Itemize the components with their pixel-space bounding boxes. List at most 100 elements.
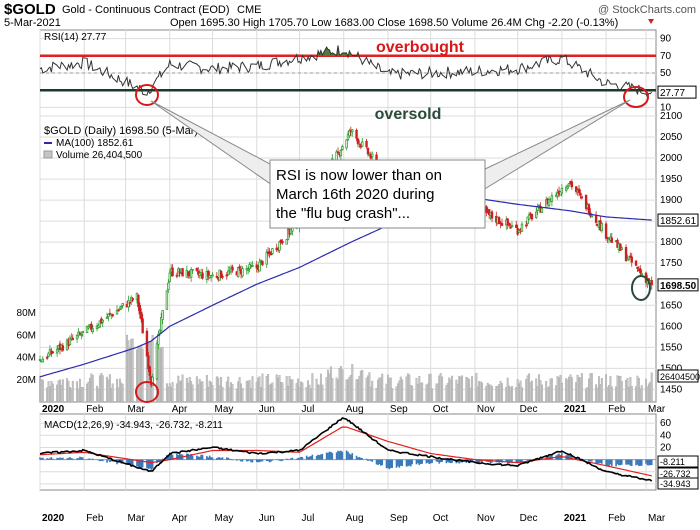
macd-hist-bar bbox=[619, 459, 622, 466]
candle-body bbox=[71, 338, 74, 340]
macd-hist-bar bbox=[300, 456, 302, 460]
candle-body bbox=[55, 348, 59, 354]
macd-hist-bar bbox=[468, 459, 471, 463]
macd-hist-bar bbox=[139, 459, 141, 468]
candle-body bbox=[639, 268, 642, 274]
macd-hist-bar bbox=[178, 453, 181, 460]
macd-hist-bar bbox=[648, 459, 650, 466]
macd-hist-bar bbox=[331, 453, 334, 460]
macd-hist-bar bbox=[140, 459, 143, 468]
candle-body bbox=[211, 274, 214, 277]
candle-body bbox=[361, 141, 364, 147]
macd-hist-bar bbox=[187, 453, 190, 460]
x-tick-label: Jun bbox=[259, 513, 275, 524]
candle-body bbox=[525, 224, 528, 227]
x-tick-label: Mar bbox=[128, 513, 146, 524]
price-tick-label: 1550 bbox=[660, 342, 683, 353]
candle-body bbox=[80, 334, 83, 336]
callout-line-3: the "flu bug crash"... bbox=[276, 205, 410, 222]
x-tick-label: Mar bbox=[128, 404, 146, 415]
x-tick-label: Aug bbox=[346, 513, 364, 524]
macd-hist-bar bbox=[216, 458, 218, 460]
price-tick-label: 1500 bbox=[660, 363, 683, 374]
volume-bar bbox=[111, 383, 114, 403]
callout-box bbox=[269, 159, 486, 229]
macd-hist-bar bbox=[437, 459, 439, 462]
candle-body bbox=[259, 259, 263, 262]
candle-body bbox=[201, 272, 204, 279]
candle-body bbox=[530, 214, 534, 220]
volume-bar bbox=[191, 384, 194, 403]
candle-body bbox=[265, 251, 268, 265]
volume-march-circle bbox=[135, 381, 159, 403]
macd-hist-bar bbox=[298, 457, 301, 460]
rsi-march-circle bbox=[135, 84, 159, 106]
candle-body bbox=[128, 301, 132, 304]
macd-hist-bar bbox=[211, 457, 214, 460]
macd-hist-bar bbox=[320, 454, 322, 460]
candle-body bbox=[225, 274, 228, 277]
rsi-tick-label: 50 bbox=[660, 68, 672, 79]
macd-hist-bar bbox=[646, 459, 649, 466]
macd-hist-bar bbox=[308, 456, 311, 460]
candle-body bbox=[148, 366, 151, 376]
candle-body bbox=[584, 194, 588, 210]
candle-body bbox=[507, 223, 511, 226]
volume-tick-label: 80M bbox=[17, 308, 36, 319]
volume-bar bbox=[391, 388, 394, 403]
volume-bar bbox=[71, 380, 74, 403]
rsi-tick-label: 90 bbox=[660, 34, 672, 45]
macd-hist-bar bbox=[610, 459, 613, 467]
x-tick-label: Apr bbox=[172, 513, 188, 524]
macd-hist-bar bbox=[449, 459, 452, 464]
candle-body bbox=[78, 332, 82, 335]
macd-hist-bar bbox=[126, 459, 128, 464]
volume-bar bbox=[511, 386, 513, 403]
macd-hist-bar bbox=[649, 459, 652, 466]
macd-hist-bar bbox=[200, 454, 202, 460]
macd-legend: MACD(12,26,9) -34.943, -26.732, -8.211 bbox=[44, 420, 223, 431]
macd-hist-bar bbox=[317, 454, 319, 460]
candle-body bbox=[351, 129, 354, 133]
macd-hist-bar bbox=[365, 458, 368, 460]
x-tick-label: Mar bbox=[648, 513, 666, 524]
volume-bar bbox=[341, 369, 344, 403]
macd-hist-bar bbox=[338, 451, 341, 460]
macd-hist-bar bbox=[121, 459, 124, 464]
candle-body bbox=[610, 237, 613, 243]
volume-bar bbox=[281, 382, 284, 403]
candle-body bbox=[550, 195, 554, 202]
x-tick-label: 2021 bbox=[564, 513, 587, 524]
macd-hist-bar bbox=[39, 457, 41, 460]
macd-hist-bar bbox=[638, 459, 640, 467]
volume-bar bbox=[481, 382, 483, 403]
macd-hist-bar bbox=[479, 459, 482, 462]
candle-body bbox=[366, 147, 370, 155]
macd-hist-bar bbox=[361, 458, 364, 460]
candle-body bbox=[634, 260, 638, 266]
macd-hist-bar bbox=[395, 459, 398, 468]
rsi-last-label: 27.77 bbox=[660, 88, 685, 99]
x-tick-label: Dec bbox=[520, 404, 538, 415]
volume-bar bbox=[610, 386, 613, 403]
macd-hist-bar bbox=[197, 456, 200, 460]
candle-body bbox=[167, 282, 170, 291]
x-tick-label: Dec bbox=[520, 513, 538, 524]
macd-hist-bar bbox=[445, 459, 448, 464]
macd-hist-bar bbox=[609, 459, 612, 465]
candle-body bbox=[241, 268, 244, 277]
volume-bar bbox=[429, 373, 432, 403]
volume-bar bbox=[201, 381, 204, 403]
down-triangle-icon bbox=[648, 19, 654, 24]
macd-hist-bar bbox=[260, 459, 262, 462]
candle-body bbox=[107, 313, 110, 318]
instrument-name: Gold - Continuous Contract (EOD) bbox=[62, 4, 230, 16]
macd-hist-bar bbox=[77, 458, 80, 460]
candle-body bbox=[258, 261, 261, 272]
macd-hist-bar bbox=[341, 451, 344, 460]
macd-hist-bar bbox=[257, 459, 259, 463]
macd-hist-bar bbox=[325, 452, 328, 460]
macd-hist-bar bbox=[541, 457, 543, 460]
macd-hist-bar bbox=[601, 459, 603, 464]
macd-series bbox=[39, 417, 653, 482]
